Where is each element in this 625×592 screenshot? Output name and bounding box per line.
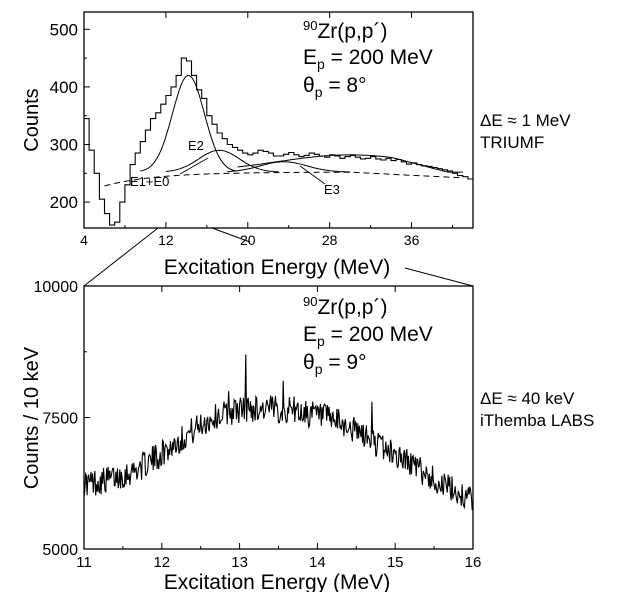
zoom-line-left	[83, 227, 159, 287]
bottom-resolution-text: ΔE ≈ 40 keV	[480, 389, 575, 408]
top-curve-label-e3: E3	[324, 182, 340, 197]
bottom-panel: 11 12 13 14 15 16 5000 7500 10000 Counts / 10 k…	[21, 279, 481, 592]
top-beam-text: = 200 MeV	[325, 46, 433, 69]
top-y-tick-label: 200	[50, 193, 78, 212]
bottom-data-spectrum	[83, 354, 474, 511]
top-resolution-note: ΔE ≈ 1 MeV TRIUMF	[480, 110, 571, 154]
bottom-x-axis-title: Excitation Energy (MeV)	[164, 571, 390, 592]
bottom-x-tick-label: 13	[231, 554, 248, 571]
bottom-resolution-note: ΔE ≈ 40 keV iThemba LABS	[480, 388, 594, 432]
top-x-ticks: 4 12 20 28 36	[80, 12, 454, 248]
top-plot-frame	[83, 11, 474, 229]
top-e1e0-pointer	[179, 157, 209, 175]
bottom-y-axis-title: Counts / 10 keV	[21, 346, 43, 489]
bottom-y-tick-label: 10000	[34, 279, 79, 296]
bottom-facility-text: iThemba LABS	[480, 411, 595, 430]
zoom-line-right-lower	[404, 267, 474, 287]
bottom-beam-text: = 200 MeV	[325, 323, 433, 346]
top-data-histogram	[84, 57, 473, 226]
top-x-tick-label: 20	[240, 232, 256, 248]
top-y-ticks: 200 300 400 500	[50, 20, 90, 212]
top-y-tick-label: 500	[50, 20, 78, 39]
zoom-line-right-upper	[211, 227, 251, 243]
top-e2-curve	[140, 75, 237, 172]
bottom-beam-sub: p	[317, 333, 325, 349]
top-e3-pointer	[299, 165, 326, 185]
bottom-y-tick-label: 7500	[42, 411, 78, 428]
bottom-label-reaction: 90Zr(p,p´)	[303, 294, 387, 319]
top-e1e0-curve	[165, 149, 279, 173]
top-fit-curves	[104, 75, 463, 187]
top-y-tick-label: 400	[50, 78, 78, 97]
top-x-tick-label: 36	[404, 232, 420, 248]
bottom-x-tick-label: 16	[465, 554, 482, 571]
top-x-tick-label: 12	[158, 232, 174, 248]
bottom-y-tick-label: 5000	[42, 542, 78, 559]
top-y-tick-label: 300	[50, 135, 78, 154]
bottom-beam-symbol: E	[303, 323, 317, 346]
top-e3-curve	[227, 161, 351, 173]
top-label-reaction: 90Zr(p,p´)	[303, 18, 387, 43]
top-facility-text: TRIUMF	[480, 133, 545, 152]
bottom-x-tick-label: 15	[387, 554, 404, 571]
top-background-curve	[104, 171, 463, 187]
bottom-label-beam: Ep = 200 MeV	[303, 323, 433, 349]
top-panel: 4 12 20 28 36 200 300 400 500 Counts Excitation…	[21, 11, 474, 279]
bottom-angle-sub: p	[315, 361, 323, 377]
bottom-label-angle: θp = 9°	[303, 351, 367, 377]
top-x-tick-label: 28	[322, 232, 338, 248]
top-angle-symbol: θ	[303, 74, 315, 97]
top-label-beam: Ep = 200 MeV	[303, 46, 433, 72]
top-curve-label-e1e0: E1+E0	[130, 174, 169, 189]
top-reaction-prefix: 90	[303, 18, 317, 33]
top-x-tick-label: 4	[80, 232, 88, 248]
top-angle-sub: p	[315, 84, 323, 100]
bottom-angle-text: = 9°	[322, 351, 366, 374]
top-reaction-text: Zr(p,p´)	[317, 20, 387, 43]
top-angle-text: = 8°	[322, 74, 366, 97]
top-label-angle: θp = 8°	[303, 74, 367, 100]
top-curve-label-e2: E2	[188, 138, 204, 153]
bottom-reaction-prefix: 90	[303, 294, 317, 309]
bottom-x-tick-label: 14	[309, 554, 326, 571]
bottom-y-ticks: 5000 7500 10000	[34, 279, 90, 559]
bottom-angle-symbol: θ	[303, 351, 315, 374]
bottom-x-tick-label: 11	[76, 554, 92, 571]
top-beam-symbol: E	[303, 46, 317, 69]
bottom-x-tick-label: 12	[153, 554, 170, 571]
top-y-axis-title: Counts	[21, 88, 43, 151]
bottom-x-ticks: 11 12 13 14 15 16	[76, 286, 481, 571]
top-beam-sub: p	[317, 56, 325, 72]
top-x-axis-title: Excitation Energy (MeV)	[164, 256, 390, 279]
top-resolution-text: ΔE ≈ 1 MeV	[480, 111, 571, 130]
bottom-reaction-text: Zr(p,p´)	[317, 296, 387, 319]
